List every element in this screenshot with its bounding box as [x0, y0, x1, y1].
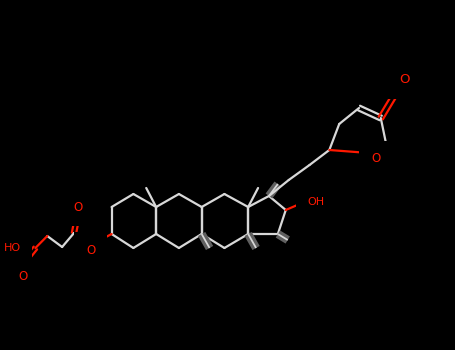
Text: O: O [371, 153, 380, 166]
Text: HO: HO [4, 243, 20, 253]
Text: O: O [18, 270, 27, 283]
Text: OH: OH [308, 197, 325, 207]
Text: O: O [86, 244, 96, 257]
Text: O: O [73, 201, 82, 214]
Text: O: O [399, 73, 410, 86]
